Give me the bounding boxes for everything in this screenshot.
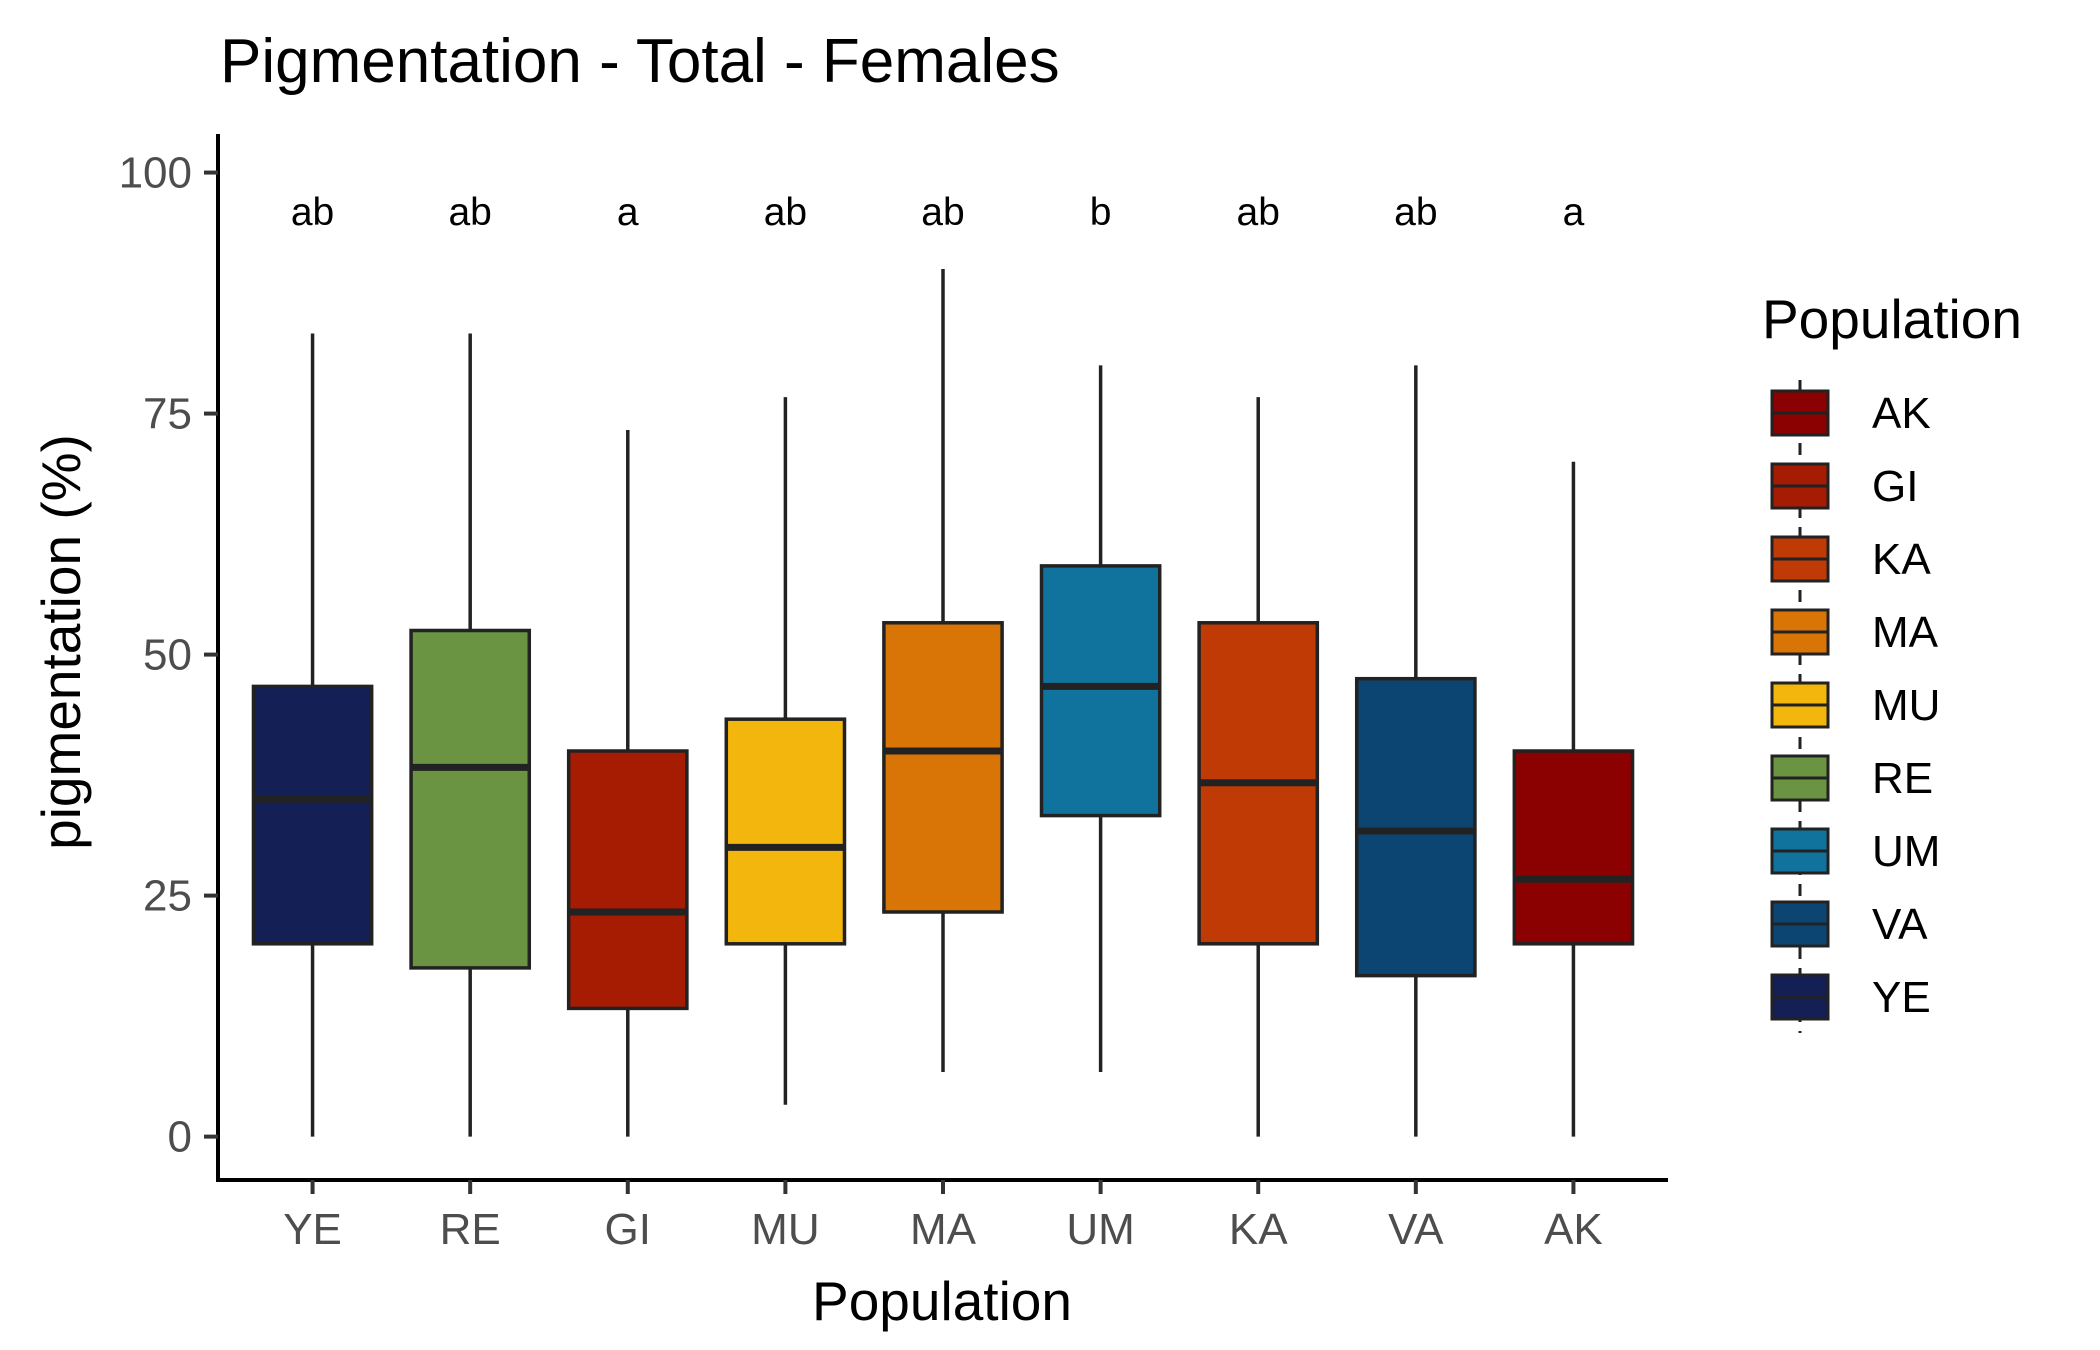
box-iqr <box>251 684 374 946</box>
box-ka: ab <box>1197 191 1320 1137</box>
x-axis-ticks: YE RE GI MU MA UM KA VA AK <box>283 1180 1603 1254</box>
significance-letter: ab <box>764 191 807 234</box>
y-tick-label: 75 <box>143 390 192 439</box>
legend-label: MU <box>1872 681 1940 730</box>
legend-label: UM <box>1872 827 1940 876</box>
box-um: b <box>1039 191 1162 1073</box>
legend-item-va: VA <box>1770 900 1928 949</box>
y-axis-title: pigmentation (%) <box>30 434 92 850</box>
legend-item-ak: AK <box>1770 389 1931 438</box>
box-iqr <box>1512 749 1635 946</box>
legend-label: AK <box>1872 389 1931 438</box>
legend-item-ka: KA <box>1770 535 1931 584</box>
x-tick-label: VA <box>1388 1205 1444 1254</box>
significance-letter: ab <box>448 191 491 234</box>
significance-letter: b <box>1090 191 1112 234</box>
significance-letter: ab <box>921 191 964 234</box>
legend-title: Population <box>1762 288 2022 350</box>
x-tick-label: GI <box>605 1205 651 1254</box>
box-iqr <box>882 621 1004 914</box>
legend-label: MA <box>1872 608 1939 657</box>
legend-item-um: UM <box>1770 827 1940 876</box>
box-ye: ab <box>251 191 374 1137</box>
y-tick-label: 25 <box>143 872 192 921</box>
plot-area: ab ab a ab ab b ab ab a <box>251 191 1635 1137</box>
legend: Population AK GI KA MA MU RE UM VA YE <box>1762 288 2022 1033</box>
legend-item-ye: YE <box>1770 973 1931 1022</box>
legend-item-ma: MA <box>1770 608 1939 657</box>
x-axis-title: Population <box>812 1270 1072 1332</box>
box-mu: ab <box>724 191 847 1105</box>
box-ma: ab <box>882 191 1004 1073</box>
box-iqr <box>566 749 689 1011</box>
legend-entries: AK GI KA MA MU RE UM VA YE <box>1770 380 1940 1033</box>
x-tick-label: YE <box>283 1205 342 1254</box>
box-ak: a <box>1512 191 1635 1137</box>
significance-letter: ab <box>1394 191 1437 234</box>
legend-label: KA <box>1872 535 1931 584</box>
y-tick-label: 0 <box>168 1113 192 1162</box>
chart-title: Pigmentation - Total - Females <box>220 27 1060 96</box>
x-tick-label: UM <box>1066 1205 1134 1254</box>
y-axis-ticks: 0 25 50 75 100 <box>119 149 218 1162</box>
box-iqr <box>724 717 847 946</box>
significance-letter: a <box>617 191 639 234</box>
x-tick-label: MU <box>751 1205 819 1254</box>
legend-label: RE <box>1872 754 1933 803</box>
y-tick-label: 100 <box>119 149 192 198</box>
x-tick-label: AK <box>1544 1205 1603 1254</box>
significance-letter: a <box>1563 191 1585 234</box>
box-va: ab <box>1354 191 1477 1137</box>
legend-item-mu: MU <box>1770 681 1940 730</box>
x-tick-label: RE <box>440 1205 501 1254</box>
legend-label: VA <box>1872 900 1928 949</box>
box-iqr <box>1039 564 1162 818</box>
x-tick-label: KA <box>1229 1205 1288 1254</box>
box-iqr <box>409 628 532 970</box>
box-iqr <box>1354 676 1477 978</box>
significance-letter: ab <box>291 191 334 234</box>
significance-letter: ab <box>1237 191 1280 234</box>
legend-label: GI <box>1872 462 1918 511</box>
legend-label: YE <box>1872 973 1931 1022</box>
box-gi: a <box>566 191 689 1137</box>
legend-item-gi: GI <box>1770 462 1918 511</box>
box-re: ab <box>409 191 532 1137</box>
y-tick-label: 50 <box>143 631 192 680</box>
x-tick-label: MA <box>910 1205 977 1254</box>
legend-item-re: RE <box>1770 754 1933 803</box>
